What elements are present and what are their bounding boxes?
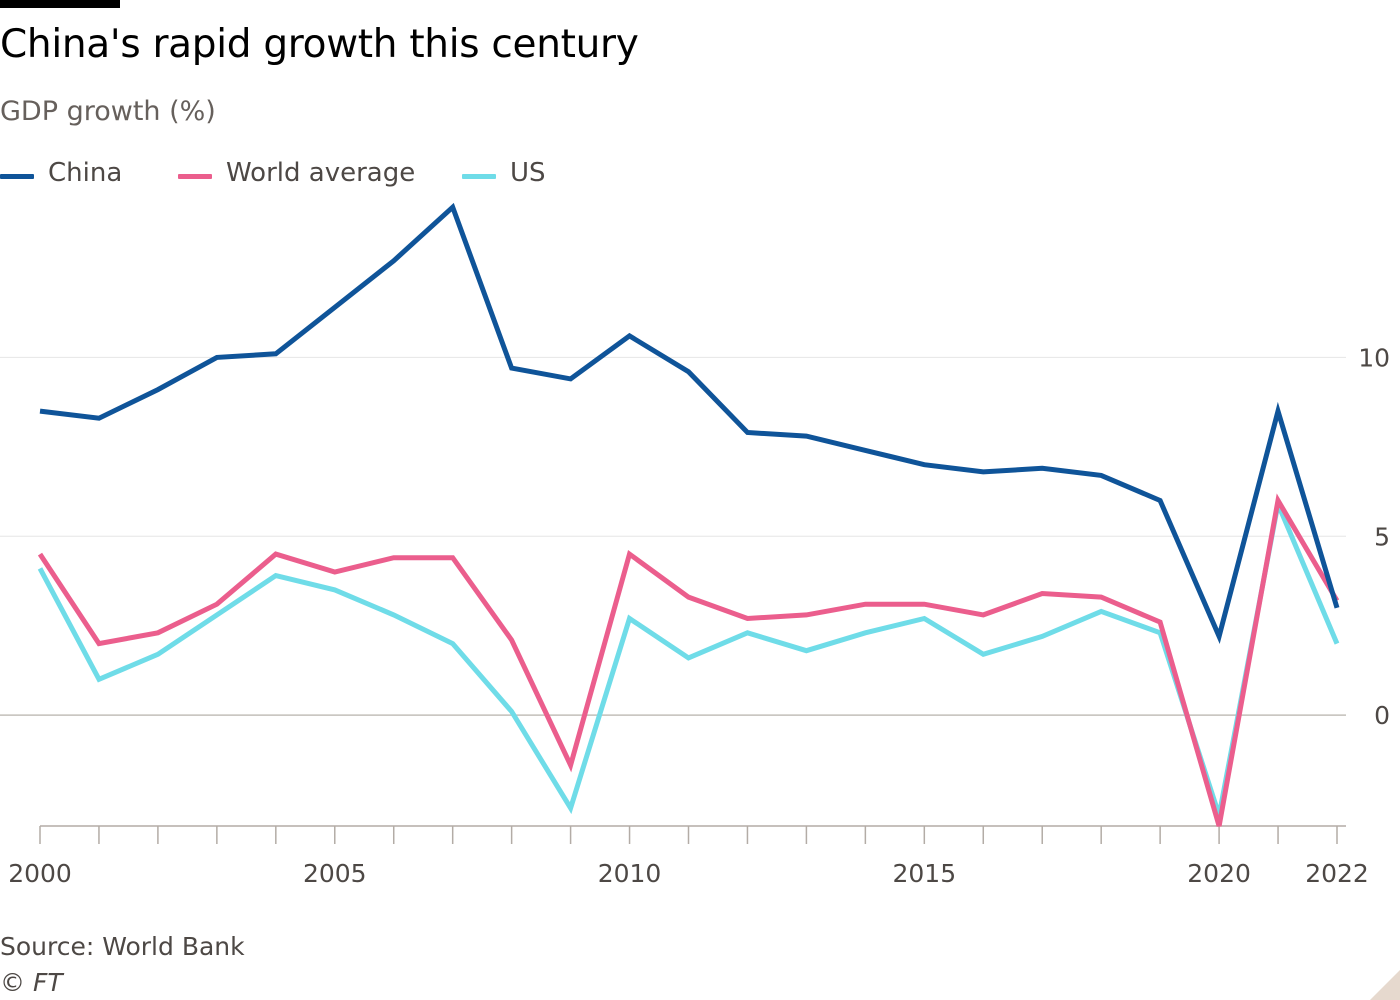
y-tick-label-5: 5	[1374, 522, 1390, 551]
legend-swatch-world-average	[178, 174, 212, 179]
y-tick-label-10: 10	[1358, 343, 1390, 372]
legend-label-us: US	[510, 158, 546, 188]
chart-title: China's rapid growth this century	[0, 22, 639, 67]
legend-swatch-us	[462, 174, 496, 179]
legend-label-world-average: World average	[226, 158, 416, 188]
source-note: Source: World Bank	[0, 932, 245, 961]
x-tick-label-2010: 2010	[598, 859, 662, 888]
x-tick-label-2015: 2015	[893, 859, 957, 888]
brand-bar	[0, 0, 120, 8]
x-tick-label-2022: 2022	[1305, 859, 1369, 888]
series-line-us	[37, 495, 1340, 817]
series-line-china	[39, 202, 1340, 645]
chart-subtitle: GDP growth (%)	[0, 96, 216, 127]
legend-label-china: China	[48, 158, 123, 188]
x-tick-label-2005: 2005	[303, 859, 367, 888]
x-tick-label-2020: 2020	[1187, 859, 1251, 888]
legend-swatch-china	[0, 174, 34, 179]
y-tick-label-0: 0	[1374, 701, 1390, 730]
series-line-world-average	[37, 493, 1340, 827]
copyright-note: © FT	[0, 968, 63, 997]
corner-fold-mark	[1370, 970, 1400, 1000]
x-tick-label-2000: 2000	[8, 859, 72, 888]
